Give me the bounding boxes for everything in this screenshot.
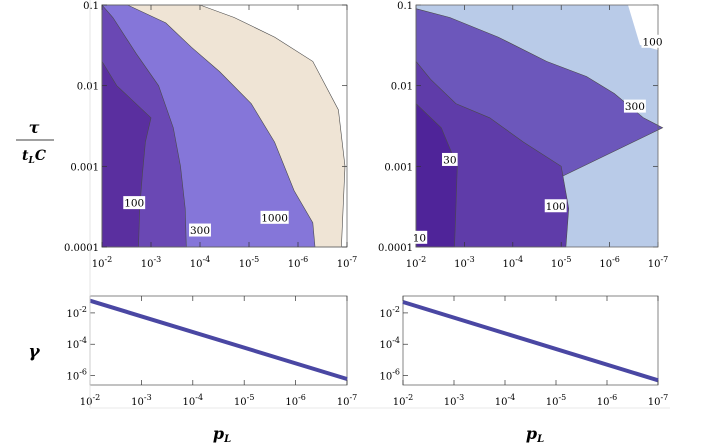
contour-label: 100 [642, 36, 662, 48]
plot-frame [402, 295, 659, 386]
y-tick-label: 10-4 [66, 336, 87, 351]
plot-frame [415, 4, 659, 248]
x-tick-label: 10-5 [551, 255, 572, 270]
x-axis-label-right: pL [526, 424, 544, 445]
x-tick-label: 10-4 [190, 255, 211, 270]
contour-label-bg [641, 34, 664, 48]
gamma-series-line [89, 298, 348, 381]
y-tick-label: 0.001 [384, 162, 413, 173]
y-tick-label: 0.0001 [378, 243, 413, 254]
contour-label: 30 [443, 154, 456, 166]
contour-label: 100 [124, 198, 144, 210]
contour-label-bg [442, 152, 458, 166]
x-tick-label: 10-2 [92, 255, 113, 270]
gamma-label: γ [28, 342, 40, 362]
x-tick-label: 10-7 [648, 393, 669, 408]
contour-label: 300 [190, 225, 210, 237]
contour-label-bg [544, 199, 567, 213]
x-tick-label: 10-3 [131, 393, 152, 408]
gamma-panel-left: 10-210-410-610-2 10-3 10-4 10-5 10-6 10-7 [66, 295, 358, 408]
y-tick-label: 0.1 [83, 1, 99, 12]
x-tick-label: 10-5 [239, 255, 260, 270]
y-tick-label: 0.1 [397, 1, 413, 12]
y-tick-label: 10-2 [66, 305, 87, 320]
x-tick-label: 10-7 [337, 255, 358, 270]
x-tick-label: 10-6 [599, 255, 620, 270]
contour-label-bg [411, 230, 428, 244]
x-tick-label: 10-4 [503, 255, 524, 270]
y-tick-label: 10-4 [379, 336, 400, 351]
y-tick-label: 0.01 [391, 82, 413, 93]
x-tick-label: 10-6 [597, 393, 618, 408]
x-tick-label: 10-3 [454, 255, 475, 270]
tau-label: τ [29, 118, 40, 137]
contour-label-bg [189, 223, 211, 237]
contour-label-bg [623, 99, 646, 113]
x-tick-label: 10-5 [546, 393, 567, 408]
tau-over-tlc-label: τ tLC [16, 118, 54, 166]
y-tick-label: 0.0001 [64, 243, 99, 254]
contour-label-bg [260, 210, 289, 224]
x-tick-label: 10-6 [288, 255, 309, 270]
x-tick-label: 10-2 [406, 255, 427, 270]
contour-label: 1000 [261, 212, 288, 224]
x-tick-label: 10-3 [141, 255, 162, 270]
x-tick-label: 10-5 [234, 393, 255, 408]
contour-label-bg [123, 196, 146, 210]
x-tick-label: 10-4 [183, 393, 204, 408]
plot-frame [101, 4, 348, 248]
x-tick-label: 10-7 [648, 255, 669, 270]
x-tick-label: 10-6 [285, 393, 306, 408]
x-tick-label: 10-3 [444, 393, 465, 408]
y-tick-label: 10-6 [379, 368, 400, 383]
x-axis-label-left: pL [213, 424, 231, 445]
x-tick-label: 10-4 [495, 393, 516, 408]
contour-label: 10 [413, 232, 426, 244]
contour-label: 100 [546, 201, 566, 213]
y-tick-label: 0.01 [77, 82, 99, 93]
tlc-label: tLC [22, 148, 46, 166]
gamma-panel-right: 10-2 10-4 10-6 10-2 10-3 10-4 10-5 10-6 10-7 [379, 295, 669, 408]
y-tick-label: 10-2 [379, 305, 400, 320]
contour-label: 300 [625, 101, 645, 113]
y-tick-label: 10-6 [66, 368, 87, 383]
y-tick-label: 0.001 [70, 162, 99, 173]
x-tick-label: 10-7 [337, 393, 358, 408]
x-tick-label: 10-2 [393, 393, 414, 408]
gamma-series-line [402, 300, 659, 383]
